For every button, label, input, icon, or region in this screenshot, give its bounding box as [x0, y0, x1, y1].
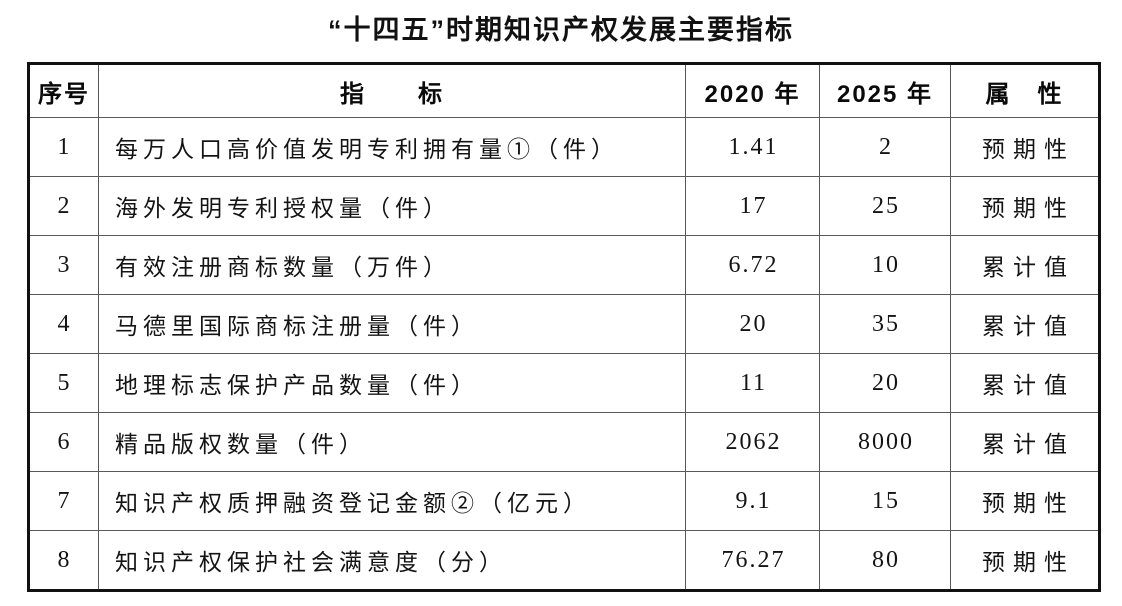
header-attr: 属 性 [950, 63, 1100, 118]
cell-no: 5 [28, 353, 99, 413]
cell-attr: 预期性 [950, 176, 1100, 236]
cell-no: 6 [28, 412, 99, 472]
cell-2020: 17 [685, 176, 820, 236]
cell-2020: 9.1 [685, 471, 820, 531]
cell-2020: 76.27 [685, 530, 820, 591]
cell-attr: 累计值 [950, 235, 1100, 295]
cell-2020: 1.41 [685, 117, 820, 177]
cell-no: 3 [28, 235, 99, 295]
cell-2025: 35 [819, 294, 951, 354]
table-row: 2 海外发明专利授权量（件） 17 25 预期性 [28, 176, 1100, 236]
cell-2020: 6.72 [685, 235, 820, 295]
cell-2025: 2 [819, 117, 951, 177]
cell-no: 4 [28, 294, 99, 354]
cell-attr: 预期性 [950, 117, 1100, 177]
table-row: 4 马德里国际商标注册量（件） 20 35 累计值 [28, 294, 1100, 354]
table-header-row: 序号 指 标 2020 年 2025 年 属 性 [28, 63, 1100, 118]
cell-2020: 2062 [685, 412, 820, 472]
header-2020: 2020 年 [685, 63, 820, 118]
cell-attr: 累计值 [950, 412, 1100, 472]
cell-indicator: 知识产权质押融资登记金额②（亿元） [98, 471, 686, 531]
document-title: “十四五”时期知识产权发展主要指标 [328, 15, 794, 45]
cell-2025: 10 [819, 235, 951, 295]
cell-2025: 8000 [819, 412, 951, 472]
table-row: 5 地理标志保护产品数量（件） 11 20 累计值 [28, 353, 1100, 413]
cell-indicator: 有效注册商标数量（万件） [98, 235, 686, 295]
header-indicator: 指 标 [98, 63, 686, 118]
cell-no: 8 [28, 530, 99, 591]
cell-2020: 11 [685, 353, 820, 413]
cell-no: 2 [28, 176, 99, 236]
cell-indicator: 精品版权数量（件） [98, 412, 686, 472]
cell-indicator: 每万人口高价值发明专利拥有量①（件） [98, 117, 686, 177]
table-row: 3 有效注册商标数量（万件） 6.72 10 累计值 [28, 235, 1100, 295]
cell-indicator: 马德里国际商标注册量（件） [98, 294, 686, 354]
cell-attr: 累计值 [950, 353, 1100, 413]
cell-2020: 20 [685, 294, 820, 354]
cell-2025: 80 [819, 530, 951, 591]
header-no: 序号 [28, 63, 99, 118]
indicators-table: 序号 指 标 2020 年 2025 年 属 性 1 每万人口高价值发明专利拥有… [27, 62, 1101, 592]
cell-indicator: 知识产权保护社会满意度（分） [98, 530, 686, 591]
cell-attr: 累计值 [950, 294, 1100, 354]
table-row: 6 精品版权数量（件） 2062 8000 累计值 [28, 412, 1100, 472]
cell-attr: 预期性 [950, 471, 1100, 531]
document-page: “十四五”时期知识产权发展主要指标 序号 指 标 2020 年 2025 年 属… [0, 16, 1122, 606]
cell-indicator: 海外发明专利授权量（件） [98, 176, 686, 236]
cell-2025: 20 [819, 353, 951, 413]
cell-2025: 25 [819, 176, 951, 236]
table-row: 7 知识产权质押融资登记金额②（亿元） 9.1 15 预期性 [28, 471, 1100, 531]
cell-no: 1 [28, 117, 99, 177]
table-row: 1 每万人口高价值发明专利拥有量①（件） 1.41 2 预期性 [28, 117, 1100, 177]
cell-indicator: 地理标志保护产品数量（件） [98, 353, 686, 413]
cell-2025: 15 [819, 471, 951, 531]
cell-no: 7 [28, 471, 99, 531]
table-body: 1 每万人口高价值发明专利拥有量①（件） 1.41 2 预期性 2 海外发明专利… [28, 117, 1100, 591]
table-row: 8 知识产权保护社会满意度（分） 76.27 80 预期性 [28, 530, 1100, 591]
header-2025: 2025 年 [819, 63, 951, 118]
cell-attr: 预期性 [950, 530, 1100, 591]
